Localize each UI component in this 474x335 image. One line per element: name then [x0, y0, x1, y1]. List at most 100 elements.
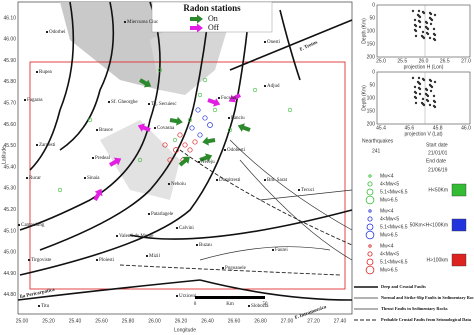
place-label: Ploiesti — [99, 258, 115, 263]
magnitude-label: Mw<4 — [380, 173, 394, 179]
y-tick-label: 50 — [369, 15, 375, 21]
station-arrow — [202, 136, 216, 146]
place-marker — [264, 85, 266, 87]
study-area — [29, 61, 346, 290]
event-dot — [424, 87, 428, 91]
x-tick-label: 26.40 — [201, 318, 214, 324]
x-tick-label: 25.00 — [16, 318, 29, 324]
station-arrow — [237, 123, 251, 132]
x-tick-label: 26.20 — [175, 318, 188, 324]
event-dot — [411, 76, 415, 80]
place-label: Zarnesti — [39, 143, 56, 148]
place-marker — [216, 179, 218, 181]
fault — [29, 1, 75, 171]
place-marker — [124, 21, 126, 23]
scale-zero: 0 — [194, 302, 197, 307]
place-label: Titu — [41, 304, 50, 309]
place-label: Tg. Secuiesc — [151, 102, 177, 107]
x-tick-label: 25.0 — [376, 58, 386, 64]
place-label: Focsani — [221, 96, 237, 101]
magnitude-label: Mw>6.5 — [380, 197, 398, 203]
place-label: Brasov — [99, 128, 114, 133]
magnitude-symbol — [368, 244, 372, 248]
magnitude-label: 5.1<Mw<6.5 — [380, 189, 408, 195]
magnitude-symbol — [368, 209, 372, 213]
event-dot — [413, 23, 417, 27]
event-dot — [428, 103, 432, 107]
magnitude-symbol — [367, 216, 373, 222]
legend-title: Radon stations — [183, 3, 241, 13]
y-tick-label: 45.00 — [3, 250, 16, 256]
depth-label: H<50Km — [428, 187, 448, 193]
place-label: Patarlagele — [151, 212, 174, 217]
event-dot — [413, 18, 417, 22]
fault — [199, 279, 353, 301]
magnitude-symbol — [367, 181, 373, 187]
event-dot — [432, 104, 436, 108]
place-marker — [298, 189, 300, 191]
event-dot — [428, 36, 432, 40]
fault-legend-label: Thrust Faults in Sedimentary Rocks — [381, 306, 448, 311]
place-label: Valenii de Munte — [119, 234, 154, 239]
y-axis-label: Depth (Km) — [361, 18, 367, 44]
y-tick-label: 46.10 — [3, 15, 16, 21]
start-label: Start date — [426, 142, 448, 148]
y-tick-label: 200 — [367, 121, 376, 127]
station-arrow — [228, 93, 241, 103]
y-tick-label: 45.80 — [3, 79, 16, 85]
map — [17, 1, 353, 315]
station-arrow — [93, 188, 103, 201]
x-tick-label: 26.5 — [440, 58, 450, 64]
legend-box — [151, 1, 273, 33]
x-tick-label: 25.60 — [95, 318, 108, 324]
place-marker — [264, 179, 266, 181]
place-marker — [18, 224, 20, 226]
y-tick-label: 45.60 — [3, 122, 16, 128]
y-tick-label: 0 — [372, 2, 375, 8]
event-dot — [417, 9, 421, 13]
x-tick-label: 46.0 — [461, 125, 471, 131]
place-marker — [228, 117, 230, 119]
event-dot — [418, 25, 422, 29]
end-label: End date — [426, 158, 446, 164]
y-tick-label: 100 — [367, 95, 376, 101]
place-label: Odobesti — [227, 148, 246, 153]
scale-unit: Km — [226, 302, 234, 307]
y-tick-label: 45.50 — [3, 143, 16, 149]
event-dot — [432, 32, 436, 36]
event-dot — [428, 11, 432, 15]
place-label: Predeal — [95, 156, 111, 161]
event-dot — [421, 30, 425, 34]
fault — [229, 19, 353, 71]
event-dot — [424, 20, 428, 24]
place-label: Dumitresti — [219, 178, 241, 183]
place-marker — [38, 305, 40, 307]
magnitude-label: 4<Mw<5 — [380, 216, 399, 222]
place-marker — [222, 267, 224, 269]
stations — [93, 78, 251, 201]
event-dot — [417, 86, 421, 90]
magnitude-label: 5.1<Mw<6.5 — [380, 224, 408, 230]
magnitude-label: 5.1<Mw<6.5 — [380, 259, 408, 265]
legend-off: Off — [208, 23, 219, 32]
event-dot — [421, 97, 425, 101]
station-arrow — [190, 14, 203, 24]
place-label: Sf. Gheorghe — [111, 100, 138, 105]
y-tick-label: 45.10 — [3, 228, 16, 234]
station-arrow — [207, 98, 221, 107]
x-tick-label: 26.60 — [228, 318, 241, 324]
event-dot — [432, 27, 436, 31]
x-tick-label: 45.4 — [376, 125, 386, 131]
event-dot — [414, 34, 418, 38]
fault — [129, 209, 353, 240]
place-label: Panciu — [231, 116, 245, 121]
place-label: Sinaia — [87, 176, 100, 181]
magnitude-symbol — [365, 265, 375, 275]
events — [189, 107, 213, 138]
place-label: Bm. Sarat — [267, 178, 288, 183]
x-tick-label: 45.6 — [404, 125, 414, 131]
magnitude-label: Mw>6.5 — [380, 267, 398, 273]
place-marker — [146, 255, 148, 257]
place-label: Tecuci — [301, 188, 315, 193]
